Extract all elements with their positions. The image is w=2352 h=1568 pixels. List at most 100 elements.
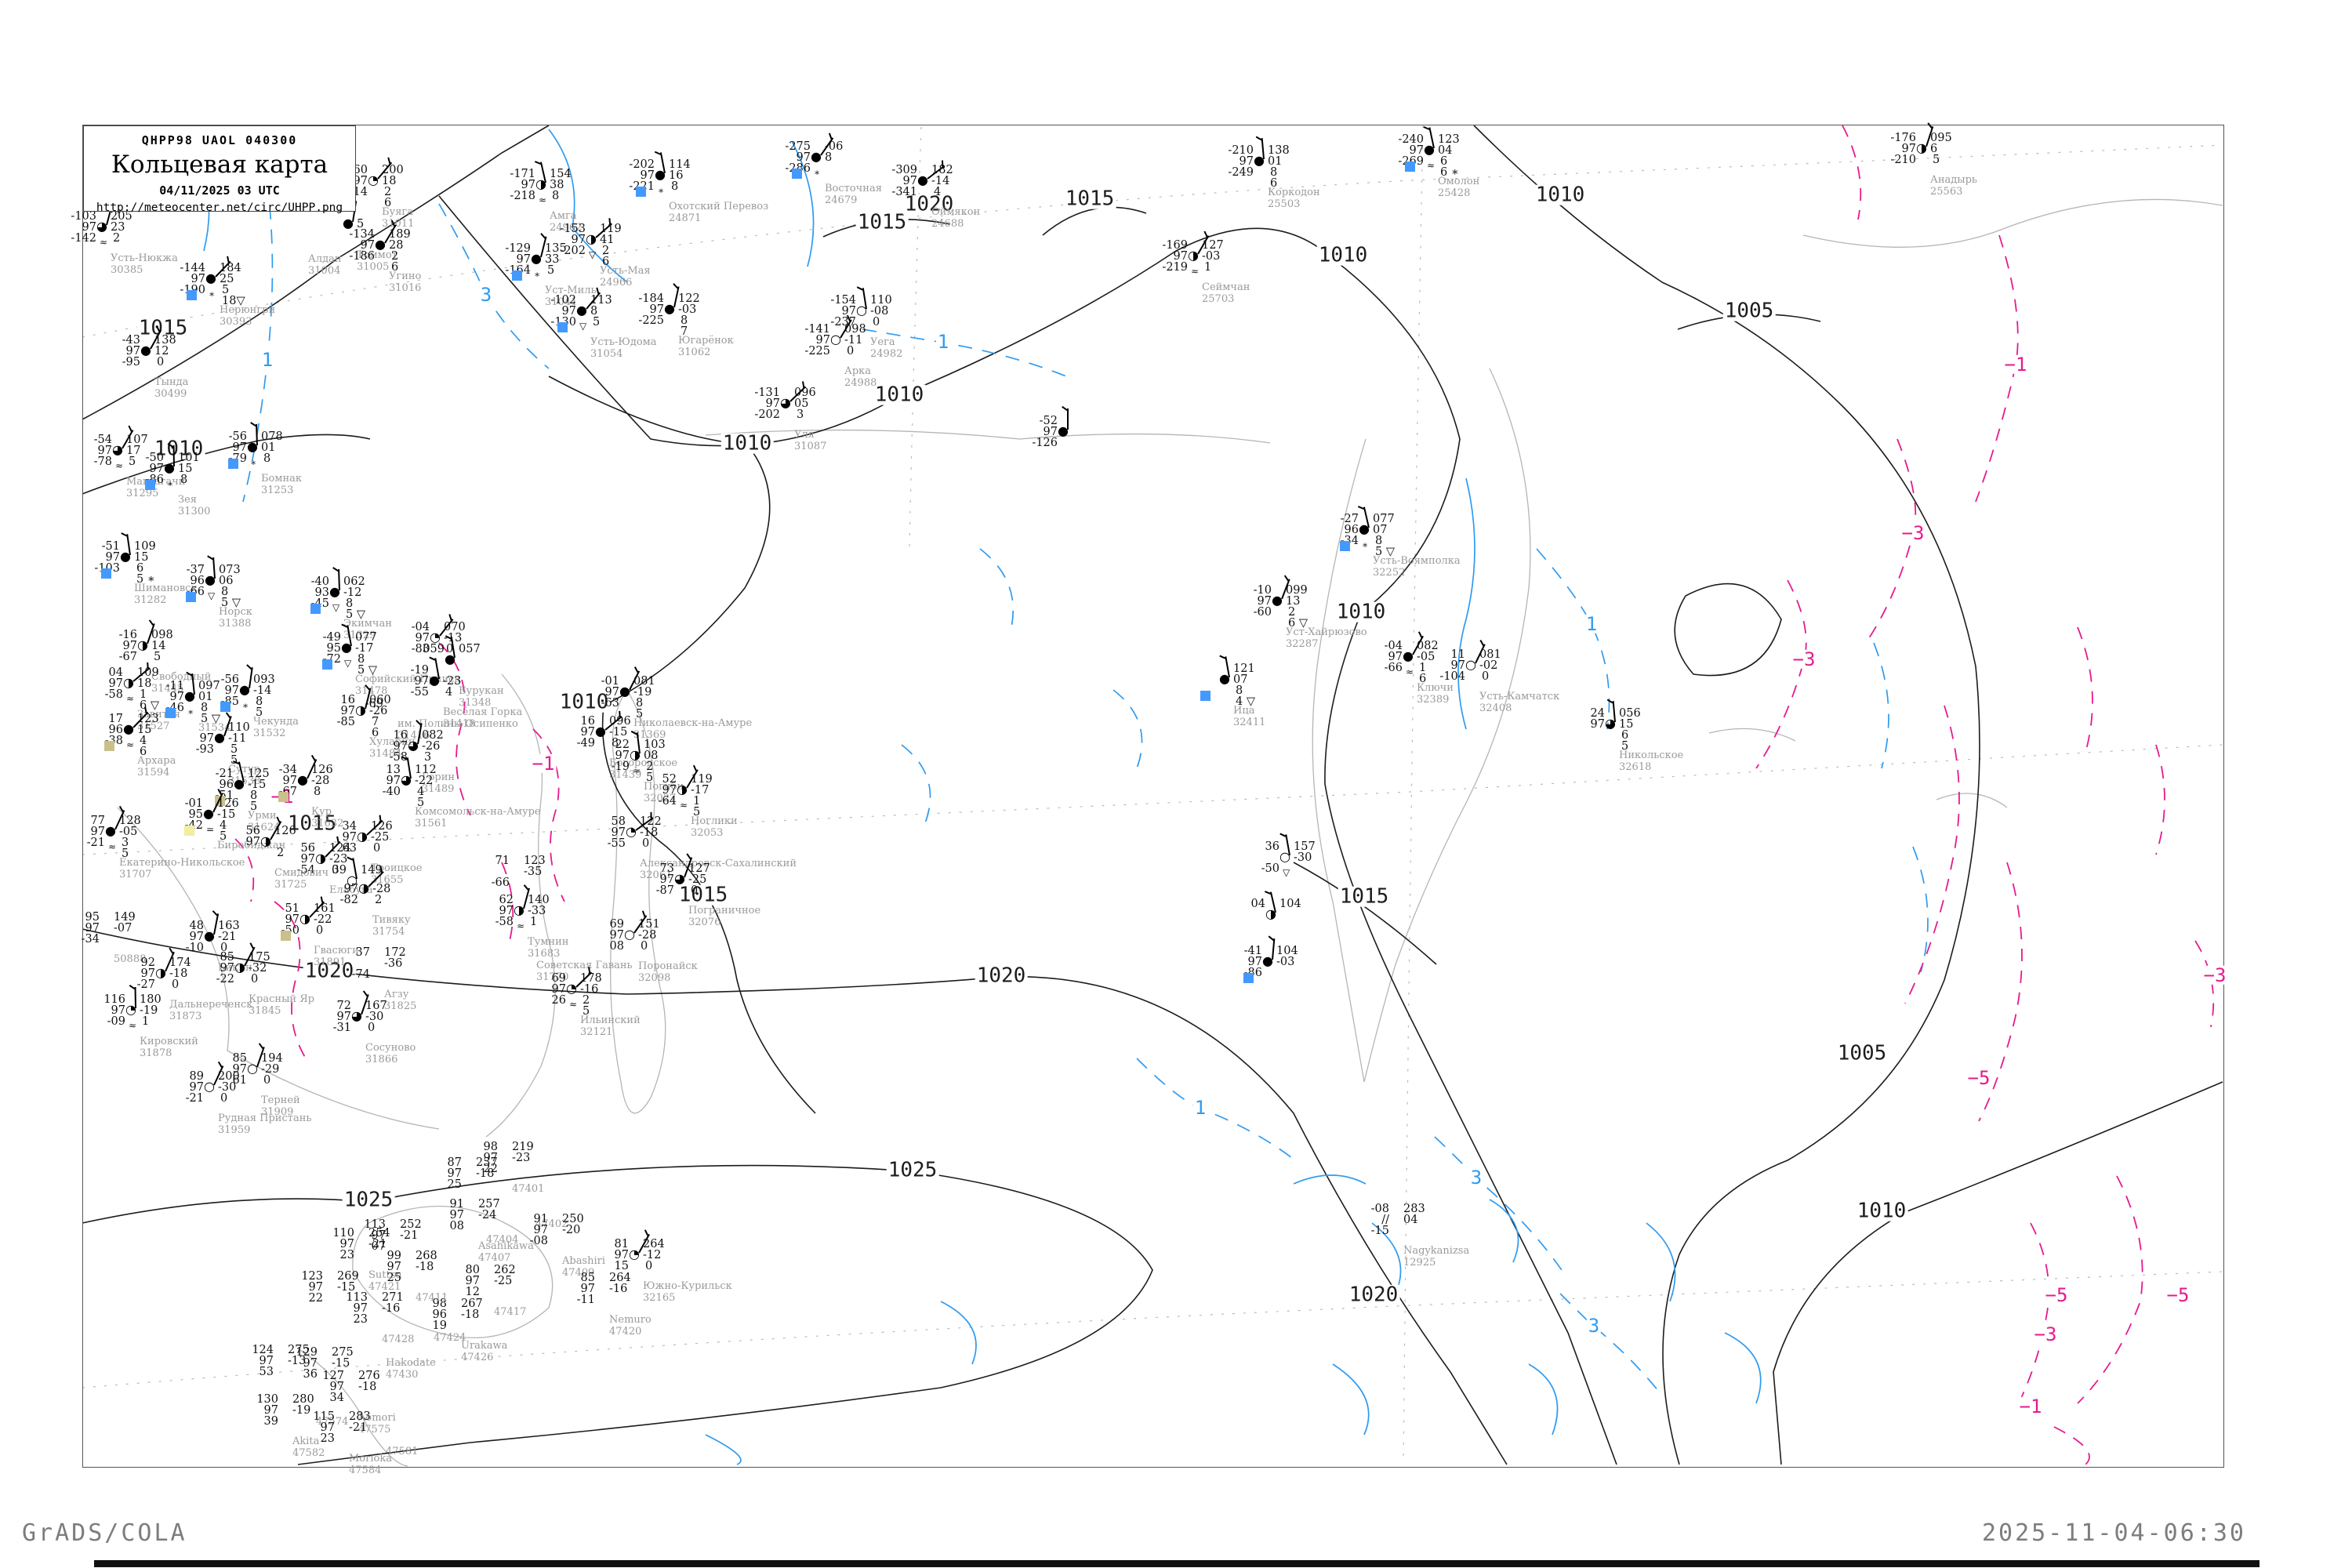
station-pressure-tendency: 01 bbox=[198, 691, 213, 703]
station-pressure: 167 bbox=[365, 1000, 387, 1012]
station-pressure: 275 bbox=[332, 1346, 354, 1359]
station-visibility: 97 bbox=[521, 179, 535, 191]
station-pressure-tendency: -30 bbox=[1294, 851, 1312, 864]
isobar-label: 1010 bbox=[720, 431, 774, 456]
station-visibility: 97 bbox=[111, 1004, 125, 1017]
station-cloud-amount: 0 bbox=[368, 1022, 376, 1034]
station-pressure: 096 bbox=[609, 715, 631, 728]
station-temperature: 91 bbox=[533, 1213, 548, 1225]
station-name-label: Свободный 31445 bbox=[151, 671, 212, 695]
station-dewpoint: -60 bbox=[1253, 606, 1272, 619]
station-extra-value: 6 bbox=[602, 256, 610, 268]
station-pressure-tendency: -03 bbox=[678, 303, 697, 316]
station-cloud-amount: 2 bbox=[384, 186, 392, 198]
station-name-label: 50888 bbox=[114, 953, 147, 965]
station-name-label: Томмот 31005 bbox=[357, 249, 397, 273]
warm-contour-label: −3 bbox=[1791, 648, 1817, 670]
station-dewpoint: -21 bbox=[86, 837, 105, 849]
station-name-label: Сосуново 31866 bbox=[365, 1042, 416, 1065]
station-name-label: Охотский Перевоз 24871 bbox=[669, 201, 769, 224]
station-dewpoint: -249 bbox=[1228, 166, 1254, 179]
station-cloud-amount: 1 bbox=[693, 795, 701, 808]
cloud-cover-icon: ◑ bbox=[1916, 140, 1927, 155]
station-temperature: 39 bbox=[332, 864, 347, 877]
station-extra-value: 18▽ bbox=[222, 295, 245, 307]
cloud-cover-icon: ◔ bbox=[125, 1002, 136, 1017]
station-pressure-tendency: -02 bbox=[1479, 659, 1498, 672]
station-visibility: 97 bbox=[125, 345, 140, 358]
station-dewpoint: -225 bbox=[804, 345, 830, 358]
station-visibility: 97 bbox=[449, 1209, 464, 1221]
station-name-label: Бомнак 31253 bbox=[261, 473, 303, 496]
station-dewpoint: -87 bbox=[655, 884, 674, 897]
station-pressure-tendency: 5 bbox=[357, 218, 365, 230]
station-visibility: 97 bbox=[342, 831, 357, 844]
station-extra-value: 5 bbox=[250, 800, 258, 813]
station-pressure: 078 bbox=[261, 430, 283, 443]
station-extra-value: 6 bbox=[140, 746, 147, 758]
station-name-label: Nagykanizsa 12925 bbox=[1403, 1245, 1470, 1269]
cloud-cover-icon: ● bbox=[1262, 953, 1273, 968]
station-temperature: -10 bbox=[1253, 584, 1272, 597]
station-extra-value: 5 ▽ bbox=[221, 597, 241, 609]
station-temperature: -153 bbox=[560, 223, 586, 235]
station-dewpoint: -93 bbox=[195, 743, 214, 756]
station-temperature: 91 bbox=[449, 1198, 464, 1210]
station-temperature: 85 bbox=[232, 1052, 247, 1065]
station-pressure-tendency: 07 bbox=[1233, 673, 1248, 686]
station-pressure-tendency: 14 bbox=[151, 640, 166, 652]
station-temperature: -169 bbox=[1162, 239, 1188, 252]
station-temperature: 36 bbox=[1265, 840, 1279, 853]
station-pressure: 109 bbox=[137, 666, 159, 679]
station-visibility: 97 bbox=[604, 686, 619, 699]
station-name-label: Архара 31594 bbox=[137, 755, 176, 779]
station-name-label: Агзу 31825 bbox=[384, 989, 417, 1012]
station-name-label: Гвасюги 31891 bbox=[314, 945, 359, 968]
station-name-label: Амга 24962 bbox=[550, 210, 583, 234]
station-dewpoint: 25 bbox=[447, 1178, 462, 1191]
station-visibility: 97 bbox=[387, 1261, 401, 1273]
precip-square-icon bbox=[187, 290, 197, 300]
station-pressure: 110 bbox=[228, 721, 250, 734]
station-visibility: 97 bbox=[263, 1404, 278, 1417]
station-cloud-amount: 4 bbox=[934, 186, 942, 198]
station-temperature: -129 bbox=[505, 242, 531, 255]
precip-square-icon bbox=[101, 568, 111, 579]
cloud-cover-icon: ● bbox=[811, 149, 822, 164]
station-pressure-tendency: 15 bbox=[134, 551, 149, 564]
station-name-label: Софийский Прииск 31478 bbox=[355, 673, 461, 697]
station-dewpoint: -19 bbox=[611, 760, 630, 773]
station-visibility: 97 bbox=[841, 305, 856, 318]
station-dewpoint: -218 bbox=[510, 190, 535, 202]
cloud-cover-icon: ◕ bbox=[1605, 716, 1616, 731]
station-pressure-tendency: 6 bbox=[1930, 143, 1938, 155]
station-visibility: 97 bbox=[232, 441, 247, 454]
station-temperature: 81 bbox=[614, 1238, 629, 1250]
station-pressure-tendency: -21 bbox=[400, 1229, 419, 1242]
cloud-cover-icon: ● bbox=[214, 730, 225, 745]
cloud-cover-icon: ◕ bbox=[780, 395, 791, 410]
station-dewpoint: -69 bbox=[365, 698, 383, 710]
station-pressure-tendency: -25 bbox=[371, 831, 390, 844]
station-cloud-amount: 8 bbox=[1375, 535, 1383, 547]
station-temperature: 04 bbox=[108, 666, 123, 679]
station-temperature: -56 bbox=[228, 430, 247, 443]
station-pressure: 095 bbox=[1930, 132, 1952, 144]
station-extra-value: 5 bbox=[636, 708, 644, 720]
station-cloud-amount: 2 bbox=[1288, 606, 1296, 619]
source-url[interactable]: http://meteocenter.net/circ/UHPP.png bbox=[96, 201, 343, 214]
station-visibility: 97 bbox=[1409, 144, 1424, 157]
station-temperature: 48 bbox=[189, 920, 204, 932]
station-cloud-amount: 0 bbox=[220, 1092, 228, 1105]
station-pressure: 127 bbox=[1202, 239, 1224, 252]
weather-symbol-icon: ∗ bbox=[209, 289, 216, 299]
station-pressure: 126 bbox=[274, 825, 296, 837]
station-cloud-amount: 4 bbox=[417, 786, 425, 798]
station-name-label: Akita 47582 bbox=[292, 1436, 325, 1459]
station-pressure: 280 bbox=[292, 1393, 314, 1406]
weather-symbol-icon: ▽ bbox=[589, 249, 597, 260]
station-temperature: -21 bbox=[215, 768, 234, 780]
station-pressure-tendency: -19 bbox=[292, 1404, 311, 1417]
weather-symbol-icon: ∗ bbox=[242, 700, 249, 711]
cold-contour-label: 3 bbox=[478, 283, 494, 306]
